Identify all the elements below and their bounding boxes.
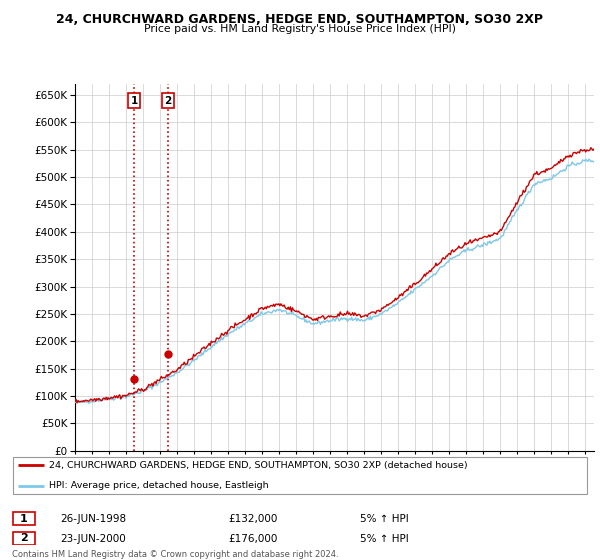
Text: Price paid vs. HM Land Registry's House Price Index (HPI): Price paid vs. HM Land Registry's House … xyxy=(144,24,456,34)
Text: 24, CHURCHWARD GARDENS, HEDGE END, SOUTHAMPTON, SO30 2XP: 24, CHURCHWARD GARDENS, HEDGE END, SOUTH… xyxy=(56,13,544,26)
Text: 24, CHURCHWARD GARDENS, HEDGE END, SOUTHAMPTON, SO30 2XP (detached house): 24, CHURCHWARD GARDENS, HEDGE END, SOUTH… xyxy=(49,461,468,470)
Text: £176,000: £176,000 xyxy=(228,534,277,544)
Text: £132,000: £132,000 xyxy=(228,514,277,524)
Text: 2: 2 xyxy=(20,533,28,543)
Text: 5% ↑ HPI: 5% ↑ HPI xyxy=(360,534,409,544)
Text: HPI: Average price, detached house, Eastleigh: HPI: Average price, detached house, East… xyxy=(49,481,269,490)
Text: 1: 1 xyxy=(131,96,138,105)
Text: 1: 1 xyxy=(20,514,28,524)
FancyBboxPatch shape xyxy=(13,531,35,545)
Text: 2: 2 xyxy=(164,96,172,105)
FancyBboxPatch shape xyxy=(13,512,35,525)
Text: 5% ↑ HPI: 5% ↑ HPI xyxy=(360,514,409,524)
Text: 23-JUN-2000: 23-JUN-2000 xyxy=(60,534,126,544)
FancyBboxPatch shape xyxy=(13,457,587,494)
Text: 26-JUN-1998: 26-JUN-1998 xyxy=(60,514,126,524)
Text: Contains HM Land Registry data © Crown copyright and database right 2024.
This d: Contains HM Land Registry data © Crown c… xyxy=(12,550,338,560)
